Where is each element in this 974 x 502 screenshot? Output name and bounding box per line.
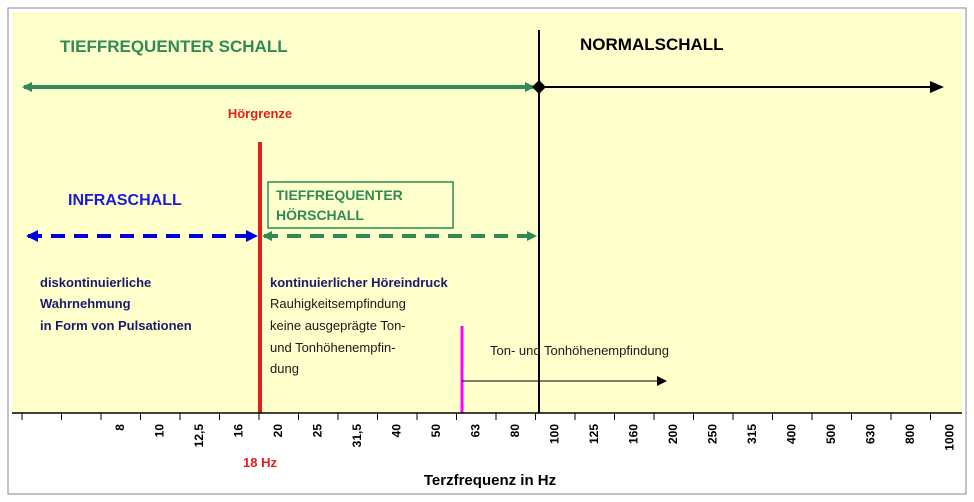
audible-heading: kontinuierlicher Höreindruck: [270, 275, 448, 290]
tick-label: 200: [666, 424, 680, 444]
audible-text: keine ausgeprägte Ton-: [270, 318, 406, 333]
tick-label: 500: [824, 424, 838, 444]
box-title: HÖRSCHALL: [276, 207, 364, 223]
tick-label: 25: [311, 424, 325, 438]
tick-label: 400: [785, 424, 799, 444]
tick-label: 125: [587, 424, 601, 444]
infra-title: INFRASCHALL: [68, 192, 182, 209]
box: [267, 181, 454, 229]
tick-label: 630: [864, 424, 878, 444]
tick-label: 63: [469, 424, 483, 438]
infra-text: Wahrnehmung: [40, 296, 131, 311]
tick-label: 10: [153, 424, 167, 438]
audible-text: Rauhigkeitsempfindung: [270, 296, 406, 311]
tick-label: 50: [429, 424, 443, 438]
tick-label: 1000: [943, 424, 957, 451]
axis-title: Terzfrequenz in Hz: [424, 472, 556, 489]
title-right: NORMALSCHALL: [580, 35, 724, 54]
limit-label: Hörgrenze: [228, 106, 292, 121]
tick-label: 800: [903, 424, 917, 444]
tick-label: 100: [548, 424, 562, 444]
tick-label: 250: [706, 424, 720, 444]
audible-text: dung: [270, 361, 299, 376]
tick-label: 160: [627, 424, 641, 444]
tick-label: 315: [745, 424, 759, 444]
tick-label: 40: [390, 424, 404, 438]
panel: [12, 12, 962, 413]
title-left: TIEFFREQUENTER SCHALL: [60, 37, 288, 56]
tick-label: 12,5: [192, 424, 206, 448]
marker-label: 18 Hz: [243, 455, 277, 470]
audible-text: und Tonhöhenempfin-: [270, 340, 396, 355]
tone-text: Ton- und Tonhöhenempfindung: [490, 343, 669, 358]
tick-label: 16: [232, 424, 246, 438]
tick-label: 20: [271, 424, 285, 438]
tick-label: 80: [508, 424, 522, 438]
tick-label: 31,5: [350, 424, 364, 448]
box-title: TIEFFREQUENTER: [276, 187, 403, 203]
tick-label: 8: [113, 424, 127, 431]
infra-text: in Form von Pulsationen: [40, 318, 192, 333]
infra-text: diskontinuierliche: [40, 275, 151, 290]
